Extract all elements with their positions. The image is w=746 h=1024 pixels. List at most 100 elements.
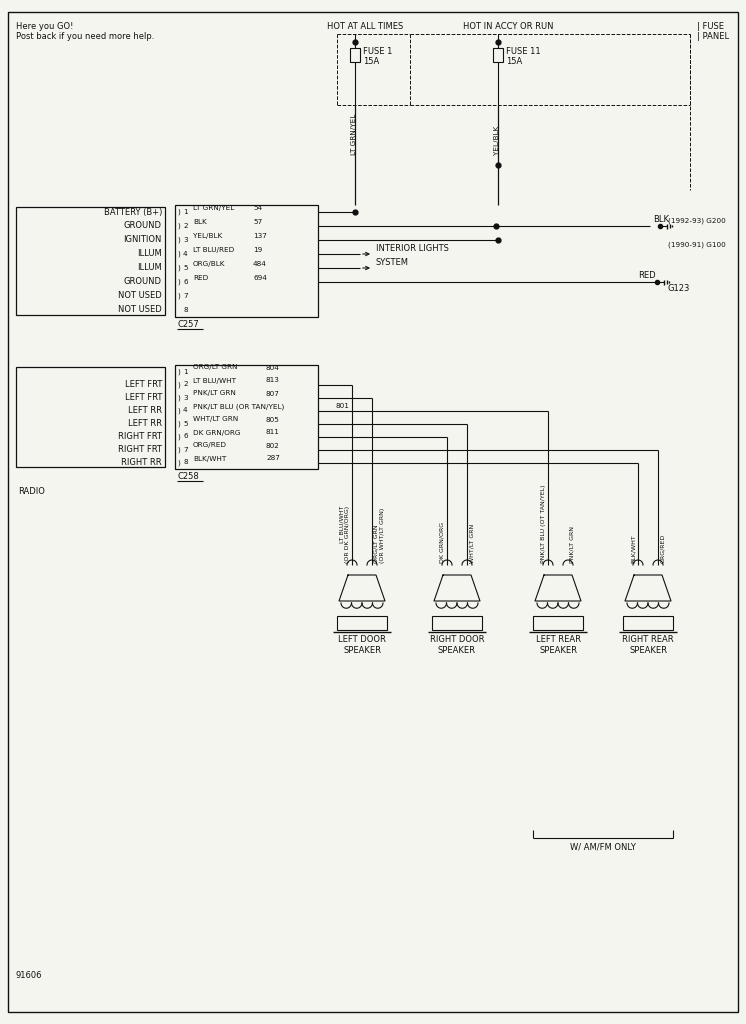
- Text: RIGHT REAR
SPEAKER: RIGHT REAR SPEAKER: [622, 636, 674, 655]
- Text: ): ): [177, 293, 180, 299]
- Text: | PANEL: | PANEL: [697, 32, 729, 41]
- Text: ORG/LT GRN: ORG/LT GRN: [193, 365, 237, 371]
- Text: 8: 8: [183, 307, 188, 313]
- Text: INTERIOR LIGHTS: INTERIOR LIGHTS: [376, 244, 449, 253]
- Text: YEL/BLK: YEL/BLK: [193, 233, 222, 239]
- Text: 1: 1: [183, 369, 188, 375]
- Text: 15A: 15A: [363, 57, 379, 67]
- Text: BLK: BLK: [653, 215, 669, 224]
- Text: ORG/RED: ORG/RED: [193, 442, 227, 449]
- Bar: [337, 615, 387, 630]
- Text: 802: 802: [266, 442, 280, 449]
- Text: SYSTEM: SYSTEM: [376, 258, 409, 267]
- Text: LEFT RR: LEFT RR: [128, 419, 162, 428]
- Text: 804: 804: [266, 365, 280, 371]
- Text: LT BLU/WHT
(OR DK GRN/ORG): LT BLU/WHT (OR DK GRN/ORG): [339, 506, 350, 563]
- Text: 287: 287: [266, 456, 280, 462]
- Text: HOT AT ALL TIMES: HOT AT ALL TIMES: [327, 22, 403, 31]
- Text: 3: 3: [183, 237, 188, 243]
- Text: BLK/WHT: BLK/WHT: [193, 456, 226, 462]
- Bar: [175, 365, 318, 469]
- Text: 484: 484: [253, 261, 267, 267]
- Text: LEFT RR: LEFT RR: [128, 406, 162, 415]
- Text: RIGHT RR: RIGHT RR: [122, 458, 162, 467]
- Text: LT BLU/WHT: LT BLU/WHT: [193, 378, 236, 384]
- Text: RIGHT DOOR
SPEAKER: RIGHT DOOR SPEAKER: [430, 636, 484, 655]
- Text: G123: G123: [668, 284, 690, 293]
- Text: ): ): [177, 237, 180, 244]
- Text: ILLUM: ILLUM: [137, 263, 162, 272]
- Text: NOT USED: NOT USED: [119, 305, 162, 314]
- Text: GROUND: GROUND: [124, 278, 162, 287]
- Text: ): ): [177, 408, 180, 414]
- Text: PNK/LT GRN: PNK/LT GRN: [193, 390, 236, 396]
- Text: ): ): [177, 369, 180, 375]
- Text: 15A: 15A: [506, 57, 522, 67]
- Text: PNK/LT BLU (OT TAN/YEL): PNK/LT BLU (OT TAN/YEL): [541, 484, 546, 563]
- Text: Here you GO!
Post back if you need more help.: Here you GO! Post back if you need more …: [16, 22, 154, 41]
- Text: HOT IN ACCY OR RUN: HOT IN ACCY OR RUN: [463, 22, 554, 31]
- Text: 54: 54: [253, 205, 263, 211]
- Text: 6: 6: [183, 279, 188, 285]
- Text: IGNITION: IGNITION: [124, 236, 162, 245]
- Bar: [350, 48, 360, 62]
- Text: RIGHT FRT: RIGHT FRT: [118, 445, 162, 454]
- Text: 4: 4: [183, 251, 188, 257]
- Text: 91606: 91606: [16, 971, 43, 980]
- Text: DK GRN/ORG: DK GRN/ORG: [193, 429, 240, 435]
- Text: ): ): [177, 223, 180, 229]
- Bar: [432, 615, 482, 630]
- Text: RED: RED: [193, 275, 208, 281]
- Text: ): ): [177, 381, 180, 388]
- Text: LEFT FRT: LEFT FRT: [125, 380, 162, 389]
- Text: 7: 7: [183, 446, 188, 453]
- Text: 801: 801: [336, 403, 350, 410]
- Text: LEFT FRT: LEFT FRT: [125, 393, 162, 402]
- Text: | FUSE: | FUSE: [697, 22, 724, 31]
- Text: ): ): [177, 209, 180, 215]
- Text: 8: 8: [183, 460, 188, 466]
- Text: BLK/WHT: BLK/WHT: [631, 535, 636, 563]
- Text: ORG/LT GRN
(OR WHT/LT GRN): ORG/LT GRN (OR WHT/LT GRN): [374, 508, 385, 563]
- Text: ): ): [177, 459, 180, 466]
- Text: ): ): [177, 420, 180, 427]
- Text: 6: 6: [183, 433, 188, 439]
- Text: 807: 807: [266, 390, 280, 396]
- Text: BLK: BLK: [193, 219, 207, 225]
- Text: 3: 3: [183, 394, 188, 400]
- Text: PNK/LT GRN: PNK/LT GRN: [570, 526, 575, 563]
- Text: 805: 805: [266, 417, 280, 423]
- Text: NOT USED: NOT USED: [119, 292, 162, 300]
- Text: 811: 811: [266, 429, 280, 435]
- Text: 137: 137: [253, 233, 267, 239]
- Text: (1992-93) G200: (1992-93) G200: [668, 217, 726, 224]
- Text: RADIO: RADIO: [18, 487, 45, 496]
- Text: (1990-91) G100: (1990-91) G100: [668, 242, 726, 249]
- Text: 57: 57: [253, 219, 263, 225]
- Bar: [175, 205, 318, 317]
- Text: YEL/BLK: YEL/BLK: [494, 126, 500, 155]
- Text: FUSE 1: FUSE 1: [363, 46, 392, 55]
- Text: PNK/LT BLU (OR TAN/YEL): PNK/LT BLU (OR TAN/YEL): [193, 403, 284, 410]
- Text: ): ): [177, 251, 180, 257]
- Text: 5: 5: [183, 265, 188, 271]
- Text: LEFT DOOR
SPEAKER: LEFT DOOR SPEAKER: [338, 636, 386, 655]
- Text: LEFT REAR
SPEAKER: LEFT REAR SPEAKER: [536, 636, 580, 655]
- Text: C258: C258: [177, 472, 198, 481]
- Text: 813: 813: [266, 378, 280, 384]
- Text: 1: 1: [183, 209, 188, 215]
- Text: LT GRN/YEL: LT GRN/YEL: [351, 114, 357, 155]
- Text: RIGHT FRT: RIGHT FRT: [118, 432, 162, 441]
- Text: 19: 19: [253, 247, 263, 253]
- Text: W/ AM/FM ONLY: W/ AM/FM ONLY: [570, 842, 636, 851]
- Text: ): ): [177, 279, 180, 286]
- Text: LT GRN/YEL: LT GRN/YEL: [193, 205, 234, 211]
- Text: BATTERY (B+): BATTERY (B+): [104, 208, 162, 216]
- Text: 5: 5: [183, 421, 188, 427]
- Text: FUSE 11: FUSE 11: [506, 46, 541, 55]
- Text: ORG/BLK: ORG/BLK: [193, 261, 225, 267]
- Text: DK GRN/ORG: DK GRN/ORG: [440, 522, 445, 563]
- Text: 4: 4: [183, 408, 188, 414]
- Bar: [533, 615, 583, 630]
- Text: 694: 694: [253, 275, 267, 281]
